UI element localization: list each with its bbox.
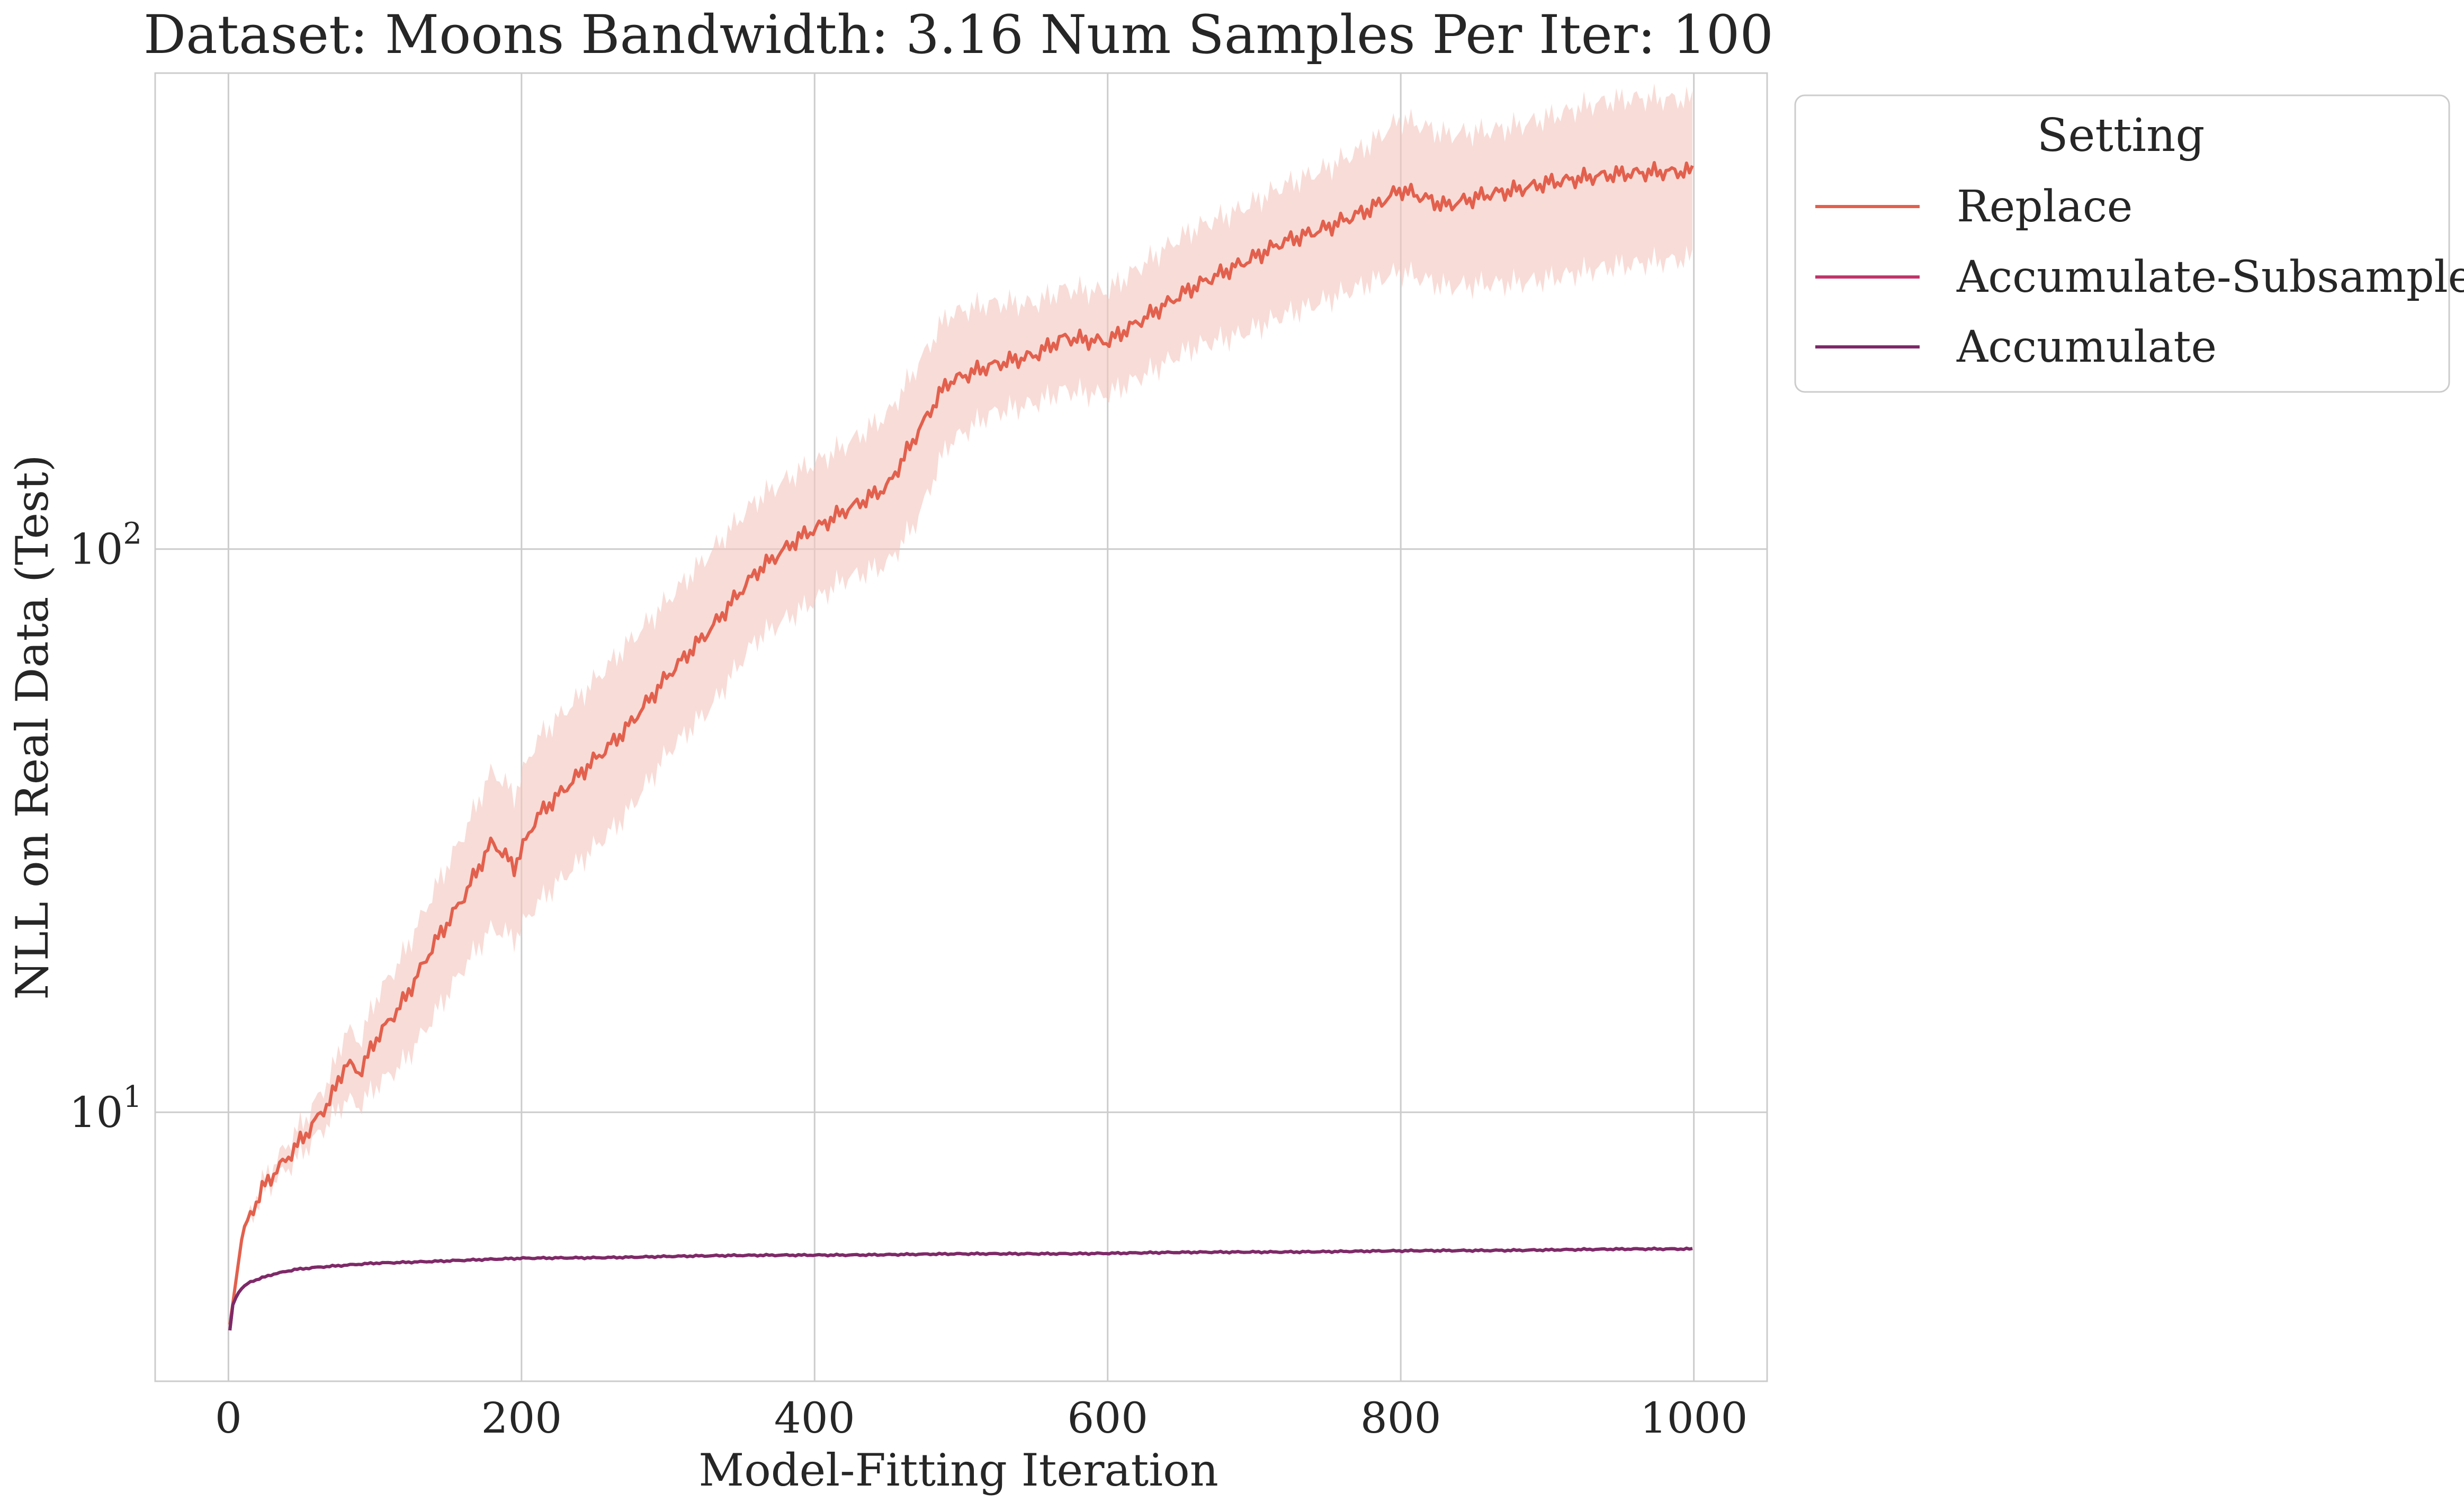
legend-entry-accumulate-subsample: Accumulate-Subsample: [1815, 252, 2464, 302]
legend-title: Setting: [2037, 109, 2205, 162]
y-tick-label: 102: [69, 517, 142, 574]
series-lines: [228, 161, 1694, 1331]
series-line-accumulate: [228, 1246, 1693, 1331]
y-axis-label: NLL on Real Data (Test): [6, 454, 58, 999]
x-tick-label: 200: [481, 1393, 562, 1443]
legend-entry-accumulate: Accumulate: [1815, 322, 2217, 372]
x-tick-label: 400: [774, 1393, 855, 1443]
legend-label-replace: Replace: [1957, 182, 2133, 232]
x-axis-label: Model-Fitting Iteration: [698, 1444, 1218, 1496]
legend-label-accumulate-subsample: Accumulate-Subsample: [1956, 252, 2464, 302]
grid-lines: [155, 73, 1767, 1381]
x-tick-labels: 0 200 400 600 800 1000: [215, 1393, 1748, 1443]
legend-box: [1794, 94, 2450, 393]
legend: Setting Replace Accumulate-Subsample Acc…: [1794, 94, 2464, 393]
legend-entry-replace: Replace: [1815, 182, 2133, 232]
x-tick-label: 600: [1067, 1393, 1148, 1443]
y-tick-labels: 101 102: [69, 517, 142, 1137]
x-tick-label: 800: [1360, 1393, 1441, 1443]
y-tick-label: 101: [69, 1080, 142, 1137]
chart-title: Dataset: Moons Bandwidth: 3.16 Num Sampl…: [144, 4, 1773, 66]
confidence-bands: [230, 83, 1692, 1325]
x-tick-label: 0: [215, 1393, 242, 1443]
x-tick-label: 1000: [1640, 1393, 1748, 1443]
legend-label-accumulate: Accumulate: [1956, 322, 2217, 372]
plot-frame: [154, 72, 1768, 1382]
series-line-replace: [228, 161, 1694, 1325]
band-replace: [230, 83, 1692, 1325]
